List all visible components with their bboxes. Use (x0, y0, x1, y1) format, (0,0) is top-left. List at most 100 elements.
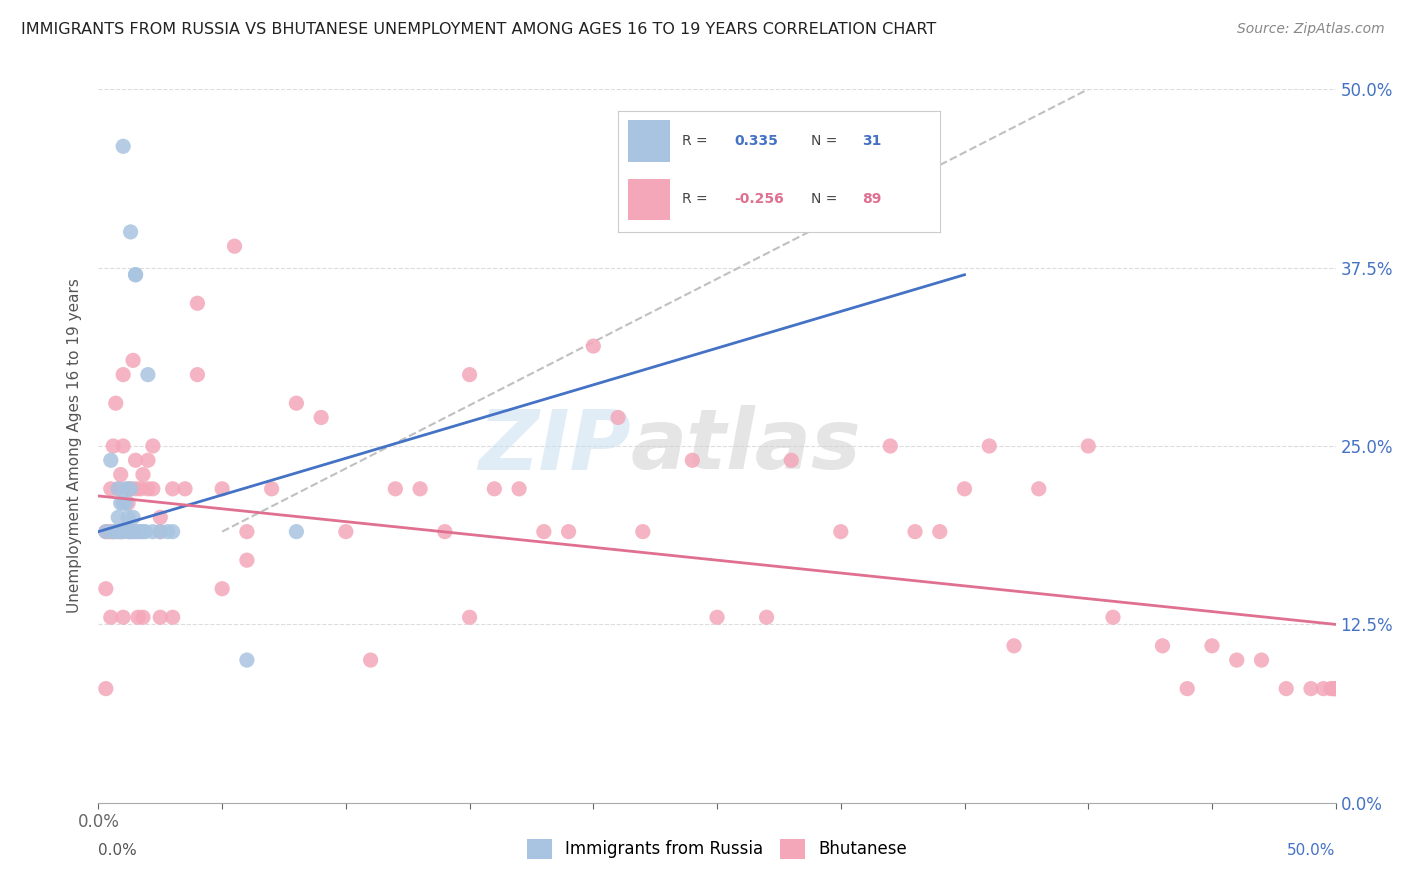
Point (780, 453, 803, 467)
Point (979, 439, 1001, 453)
Point (830, 524, 852, 539)
Point (156, 524, 179, 539)
Point (122, 524, 145, 539)
Point (120, 524, 142, 539)
Point (755, 610, 778, 624)
Point (110, 496, 132, 510)
Point (1028, 482, 1050, 496)
Point (120, 225, 142, 239)
Point (211, 482, 233, 496)
Point (508, 482, 530, 496)
Point (1077, 439, 1099, 453)
Point (103, 524, 125, 539)
Point (120, 482, 142, 496)
Point (162, 524, 184, 539)
Point (224, 239, 246, 253)
Point (122, 353, 145, 368)
Point (127, 524, 149, 539)
Point (533, 524, 555, 539)
Point (94, 524, 117, 539)
Point (132, 610, 155, 624)
Point (136, 368, 159, 382)
Point (112, 496, 135, 510)
Point (162, 482, 184, 496)
Point (174, 482, 197, 496)
Point (1275, 681, 1298, 696)
Point (360, 653, 382, 667)
Point (142, 439, 165, 453)
Point (1312, 681, 1334, 696)
Point (94, 582, 117, 596)
Point (107, 524, 129, 539)
Point (149, 524, 172, 539)
Point (117, 524, 139, 539)
Point (1324, 681, 1347, 696)
Point (112, 139, 135, 153)
Point (1152, 639, 1174, 653)
Point (458, 368, 481, 382)
Point (104, 524, 127, 539)
Point (557, 524, 579, 539)
Point (1319, 681, 1341, 696)
Text: IMMIGRANTS FROM RUSSIA VS BHUTANESE UNEMPLOYMENT AMONG AGES 16 TO 19 YEARS CORRE: IMMIGRANTS FROM RUSSIA VS BHUTANESE UNEM… (21, 22, 936, 37)
Point (136, 453, 159, 467)
Point (211, 582, 233, 596)
Point (124, 524, 146, 539)
Point (149, 610, 172, 624)
Point (142, 482, 165, 496)
Point (1323, 681, 1346, 696)
Point (129, 482, 152, 496)
Point (879, 439, 901, 453)
Point (107, 482, 129, 496)
Point (706, 610, 728, 624)
Point (100, 610, 122, 624)
Point (409, 482, 432, 496)
Point (285, 524, 308, 539)
Point (100, 524, 122, 539)
Text: 50.0%: 50.0% (1288, 843, 1336, 858)
Text: atlas: atlas (630, 406, 860, 486)
Point (260, 482, 283, 496)
Point (124, 482, 146, 496)
Text: ZIP: ZIP (478, 406, 630, 486)
Point (110, 524, 132, 539)
Point (112, 368, 135, 382)
Point (114, 496, 136, 510)
Point (1201, 639, 1223, 653)
Point (117, 496, 139, 510)
Point (103, 439, 125, 453)
Point (1299, 681, 1322, 696)
Point (484, 482, 506, 496)
Point (236, 524, 259, 539)
Legend: Immigrants from Russia, Bhutanese: Immigrants from Russia, Bhutanese (520, 832, 914, 866)
Point (1250, 653, 1272, 667)
Point (97, 524, 120, 539)
Point (127, 610, 149, 624)
Point (112, 439, 135, 453)
Point (162, 610, 184, 624)
Point (582, 339, 605, 353)
Point (104, 396, 127, 410)
Y-axis label: Unemployment Among Ages 16 to 19 years: Unemployment Among Ages 16 to 19 years (67, 278, 83, 614)
Point (132, 524, 155, 539)
Point (107, 482, 129, 496)
Point (186, 296, 208, 310)
Point (112, 610, 135, 624)
Point (1002, 639, 1025, 653)
Point (1226, 653, 1249, 667)
Point (384, 482, 406, 496)
Point (124, 268, 146, 282)
Point (117, 482, 139, 496)
Point (107, 510, 129, 524)
Point (904, 524, 927, 539)
Point (122, 510, 145, 524)
Text: Source: ZipAtlas.com: Source: ZipAtlas.com (1237, 22, 1385, 37)
Point (285, 396, 308, 410)
Point (607, 410, 630, 425)
Point (236, 653, 259, 667)
Point (120, 524, 142, 539)
Point (110, 467, 132, 482)
Point (100, 453, 122, 467)
Point (433, 524, 456, 539)
Point (132, 467, 155, 482)
